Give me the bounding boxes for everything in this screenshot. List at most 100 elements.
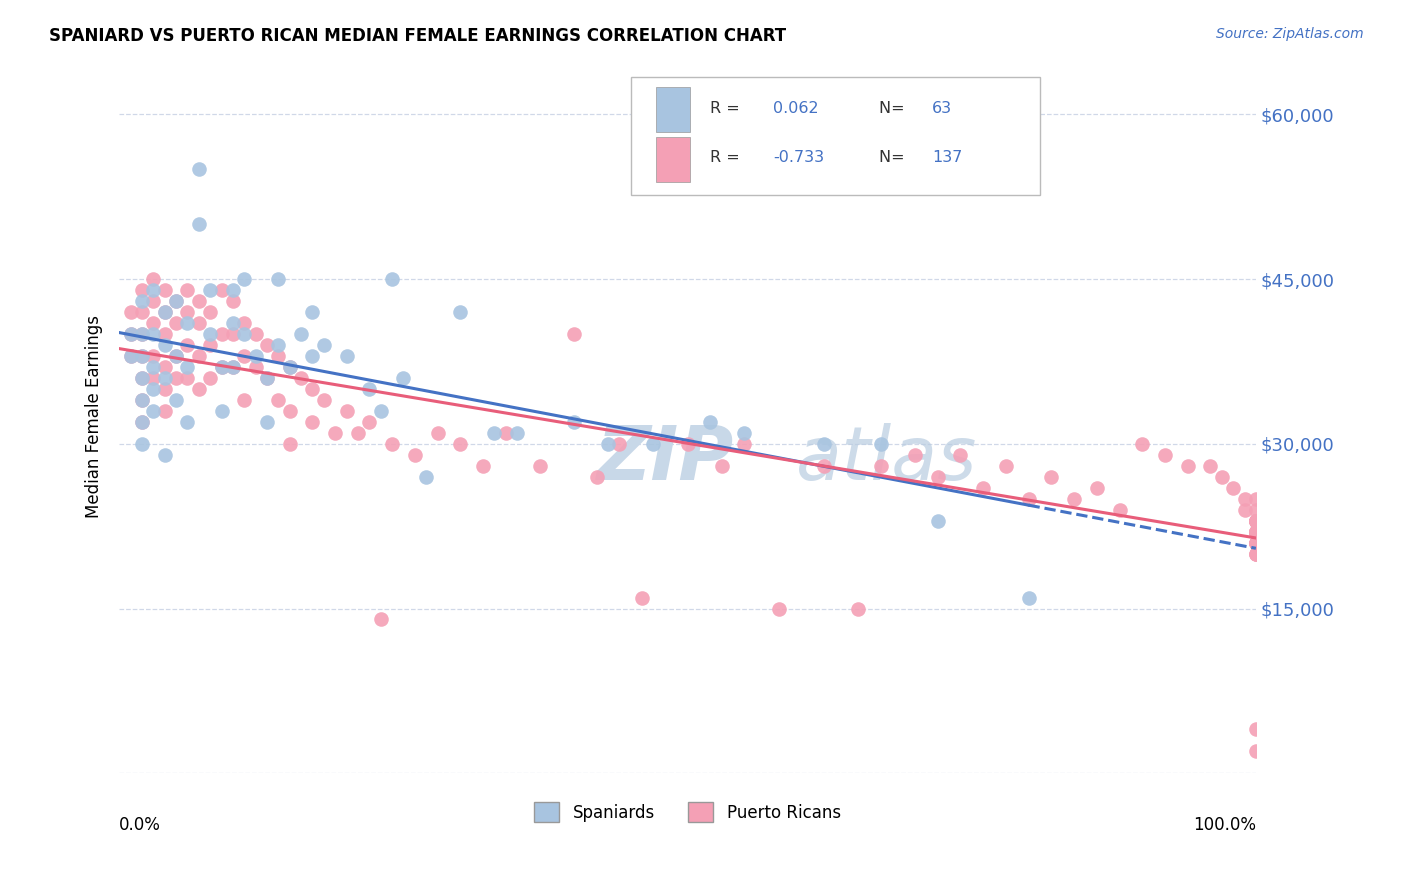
Point xyxy=(233,272,256,286)
Point xyxy=(1244,535,1267,549)
Point xyxy=(1244,547,1267,561)
Point xyxy=(187,217,209,231)
Point xyxy=(506,425,529,440)
Point xyxy=(200,338,222,352)
Point xyxy=(211,283,233,297)
FancyBboxPatch shape xyxy=(655,137,690,182)
Point xyxy=(256,415,278,429)
Point xyxy=(1244,524,1267,539)
Point xyxy=(1244,535,1267,549)
Point xyxy=(142,327,165,342)
Point xyxy=(176,371,198,385)
Point xyxy=(1244,524,1267,539)
Point xyxy=(245,327,267,342)
Point xyxy=(165,392,187,407)
Point xyxy=(153,327,176,342)
Point xyxy=(131,349,153,363)
Point xyxy=(1211,470,1233,484)
Point xyxy=(392,371,415,385)
Text: SPANIARD VS PUERTO RICAN MEDIAN FEMALE EARNINGS CORRELATION CHART: SPANIARD VS PUERTO RICAN MEDIAN FEMALE E… xyxy=(49,27,786,45)
Point xyxy=(131,283,153,297)
Point xyxy=(245,359,267,374)
Point xyxy=(768,601,790,615)
Point xyxy=(1018,491,1040,506)
Point xyxy=(120,327,142,342)
Point xyxy=(131,392,153,407)
Point xyxy=(211,359,233,374)
Text: ZIP: ZIP xyxy=(596,423,734,496)
Point xyxy=(1244,524,1267,539)
Point xyxy=(142,404,165,418)
Point xyxy=(323,425,346,440)
Point xyxy=(336,349,359,363)
Point xyxy=(359,382,381,396)
Text: 63: 63 xyxy=(932,101,952,116)
Point xyxy=(1244,514,1267,528)
Y-axis label: Median Female Earnings: Median Female Earnings xyxy=(86,315,103,518)
Point xyxy=(1244,514,1267,528)
Point xyxy=(267,272,290,286)
Point xyxy=(1244,514,1267,528)
Point xyxy=(153,404,176,418)
Point xyxy=(222,359,245,374)
Point xyxy=(222,327,245,342)
Point xyxy=(245,349,267,363)
Text: N=: N= xyxy=(879,150,910,165)
Text: Source: ZipAtlas.com: Source: ZipAtlas.com xyxy=(1216,27,1364,41)
Point xyxy=(278,404,301,418)
Point xyxy=(1244,535,1267,549)
Point xyxy=(200,283,222,297)
Point xyxy=(1244,524,1267,539)
Point xyxy=(449,305,471,319)
Point xyxy=(312,392,335,407)
Text: N=: N= xyxy=(879,101,910,116)
Point xyxy=(370,612,392,626)
Point xyxy=(1063,491,1085,506)
Point xyxy=(1233,491,1256,506)
Point xyxy=(200,327,222,342)
Point xyxy=(142,294,165,309)
Point xyxy=(153,382,176,396)
Point xyxy=(131,415,153,429)
Point xyxy=(256,338,278,352)
Point xyxy=(222,316,245,330)
Point xyxy=(1130,437,1153,451)
Point xyxy=(1244,514,1267,528)
Point xyxy=(187,382,209,396)
Point xyxy=(256,371,278,385)
Point xyxy=(176,359,198,374)
Text: R =: R = xyxy=(710,101,745,116)
Point xyxy=(1244,514,1267,528)
Point xyxy=(1244,524,1267,539)
Point xyxy=(187,294,209,309)
Point xyxy=(267,338,290,352)
Point xyxy=(1244,502,1267,516)
Point xyxy=(278,359,301,374)
FancyBboxPatch shape xyxy=(631,78,1040,195)
Point xyxy=(1018,591,1040,605)
Point xyxy=(176,305,198,319)
Point xyxy=(153,305,176,319)
Point xyxy=(256,371,278,385)
Text: R =: R = xyxy=(710,150,745,165)
Point xyxy=(176,415,198,429)
Point xyxy=(233,392,256,407)
Point xyxy=(211,327,233,342)
Point xyxy=(484,425,506,440)
Point xyxy=(153,371,176,385)
Point xyxy=(142,359,165,374)
Point xyxy=(336,404,359,418)
Point xyxy=(495,425,517,440)
Point xyxy=(1244,514,1267,528)
Point xyxy=(529,458,551,473)
Point xyxy=(165,349,187,363)
Point xyxy=(176,283,198,297)
Point xyxy=(131,415,153,429)
Point xyxy=(131,349,153,363)
Point xyxy=(1244,535,1267,549)
Point xyxy=(278,359,301,374)
Point xyxy=(1244,535,1267,549)
Point xyxy=(187,162,209,177)
Text: 137: 137 xyxy=(932,150,962,165)
Point xyxy=(120,349,142,363)
